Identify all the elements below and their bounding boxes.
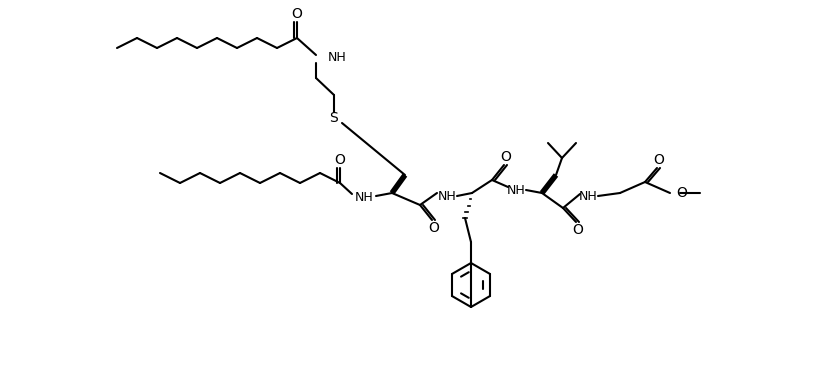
Text: O: O bbox=[654, 153, 664, 167]
Text: O: O bbox=[676, 186, 687, 200]
Text: NH: NH bbox=[355, 190, 373, 203]
Text: O: O bbox=[335, 153, 346, 167]
Text: NH: NH bbox=[438, 190, 456, 202]
Text: NH: NH bbox=[507, 184, 525, 196]
Text: NH: NH bbox=[328, 50, 347, 64]
Text: O: O bbox=[572, 223, 583, 237]
Text: O: O bbox=[501, 150, 512, 164]
Text: O: O bbox=[429, 221, 440, 235]
Text: O: O bbox=[292, 7, 302, 21]
Text: S: S bbox=[330, 111, 338, 125]
Text: NH: NH bbox=[579, 190, 597, 202]
